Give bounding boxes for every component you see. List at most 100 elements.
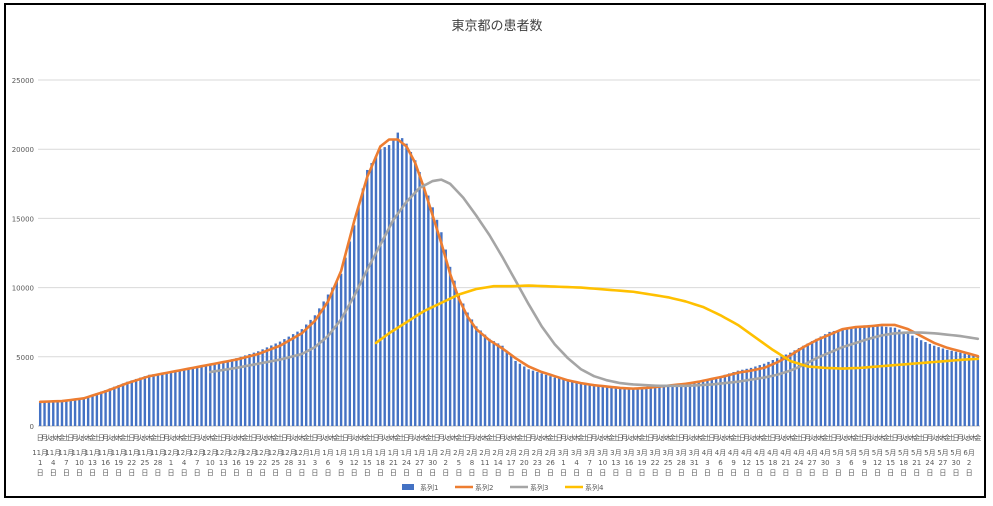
x-weekday-label: 金 [883,433,890,442]
x-weekday-label: 木 [543,433,550,442]
x-date-label: 1月 27 日 [414,449,425,477]
bar [405,143,408,426]
x-weekday-label: 水 [630,433,637,442]
bar [239,356,242,426]
bar [248,354,251,426]
bar [536,372,539,426]
x-weekday-label: 木 [329,433,336,442]
x-weekday-label: 水 [80,433,87,442]
x-weekday-label: 火 [686,434,693,442]
bar [509,355,513,426]
x-weekday-label: 月 [224,434,231,442]
bar [352,225,356,426]
bar [911,335,914,426]
bar [470,319,474,426]
x-weekday-label: 日 [372,434,379,442]
x-weekday-label: 火 [839,434,846,442]
x-date-label: 5月 21 日 [911,449,922,477]
bar [653,386,657,426]
x-weekday-label: 水 [721,433,728,442]
x-weekday-label: 月 [926,434,933,442]
x-weekday-label: 水 [660,433,667,442]
x-weekday-label: 木 [970,433,977,442]
bar [780,356,783,426]
x-weekday-label: 水 [782,433,789,442]
x-weekday-label: 金 [547,433,554,442]
bar [937,347,940,426]
x-date-label: 6月 2 日 [963,449,974,477]
x-weekday-label: 土 [429,433,436,442]
x-weekday-label: 日 [495,434,502,442]
bar [575,382,578,426]
x-weekday-label: 水 [233,433,240,442]
x-weekday-label: 金 [608,433,615,442]
x-weekday-label: 日 [311,434,318,442]
bar [169,372,173,426]
x-weekday-label: 金 [242,433,249,442]
bar [954,351,958,426]
x-date-label: 11月 25 日 [137,449,153,477]
x-weekday-label: 月 [133,434,140,442]
x-weekday-label: 金 [944,433,951,442]
x-weekday-label: 火 [351,434,358,442]
x-weekday-label: 金 [181,433,188,442]
y-tick-label: 25000 [12,77,34,85]
x-date-label: 1月 6 日 [322,449,333,477]
bar [261,349,264,426]
x-date-label: 5月 12 日 [872,449,883,477]
x-date-label: 2月 14 日 [492,449,503,477]
bar [527,369,530,426]
bar [719,376,722,426]
bar [972,355,975,426]
bar [745,368,748,426]
bar [823,334,827,426]
bar [392,138,395,426]
bar [448,266,452,426]
bar [741,369,744,426]
x-weekday-label: 日 [189,434,196,442]
x-weekday-label: 日 [67,434,74,442]
x-weekday-label: 日 [861,434,868,442]
series-line-3 [208,178,980,388]
y-tick-label: 0 [30,423,34,431]
bar [60,400,64,426]
bar [357,206,360,426]
x-weekday-label: 金 [486,433,493,442]
bar [523,366,526,426]
bar [305,324,308,426]
x-weekday-label: 日 [769,434,776,442]
x-weekday-label: 水 [691,433,698,442]
x-weekday-label: 火 [656,434,663,442]
bar [876,325,879,426]
x-weekday-label: 木 [146,433,153,442]
bar [810,341,814,426]
bar [165,372,168,426]
x-weekday-label: 金 [211,433,218,442]
bar [758,365,761,426]
x-weekday-label: 日 [342,434,349,442]
x-weekday-label: 月 [163,434,170,442]
x-weekday-label: 金 [730,433,737,442]
x-weekday-label: 日 [739,434,746,442]
x-weekday-label: 日 [128,434,135,442]
x-weekday-label: 木 [451,433,458,442]
x-weekday-label: 木 [207,433,214,442]
x-date-label: 11月 7 日 [58,449,74,477]
x-weekday-label: 火 [442,434,449,442]
x-weekday-label: 日 [556,434,563,442]
x-weekday-label: 水 [966,433,973,442]
bar [400,138,404,427]
x-weekday-label: 金 [822,433,829,442]
x-weekday-label: 火 [717,434,724,442]
x-date-label: 3月 22 日 [649,449,660,477]
bar [226,360,229,426]
x-date-label: 2月 5 日 [453,449,464,477]
x-weekday-label: 金 [58,433,65,442]
bar [828,331,831,426]
bar [867,324,870,426]
bar [322,301,325,426]
bar [414,160,417,426]
x-weekday-label: 水 [386,433,393,442]
x-date-label: 12月 25 日 [268,449,284,477]
x-weekday-label: 月 [591,434,598,442]
